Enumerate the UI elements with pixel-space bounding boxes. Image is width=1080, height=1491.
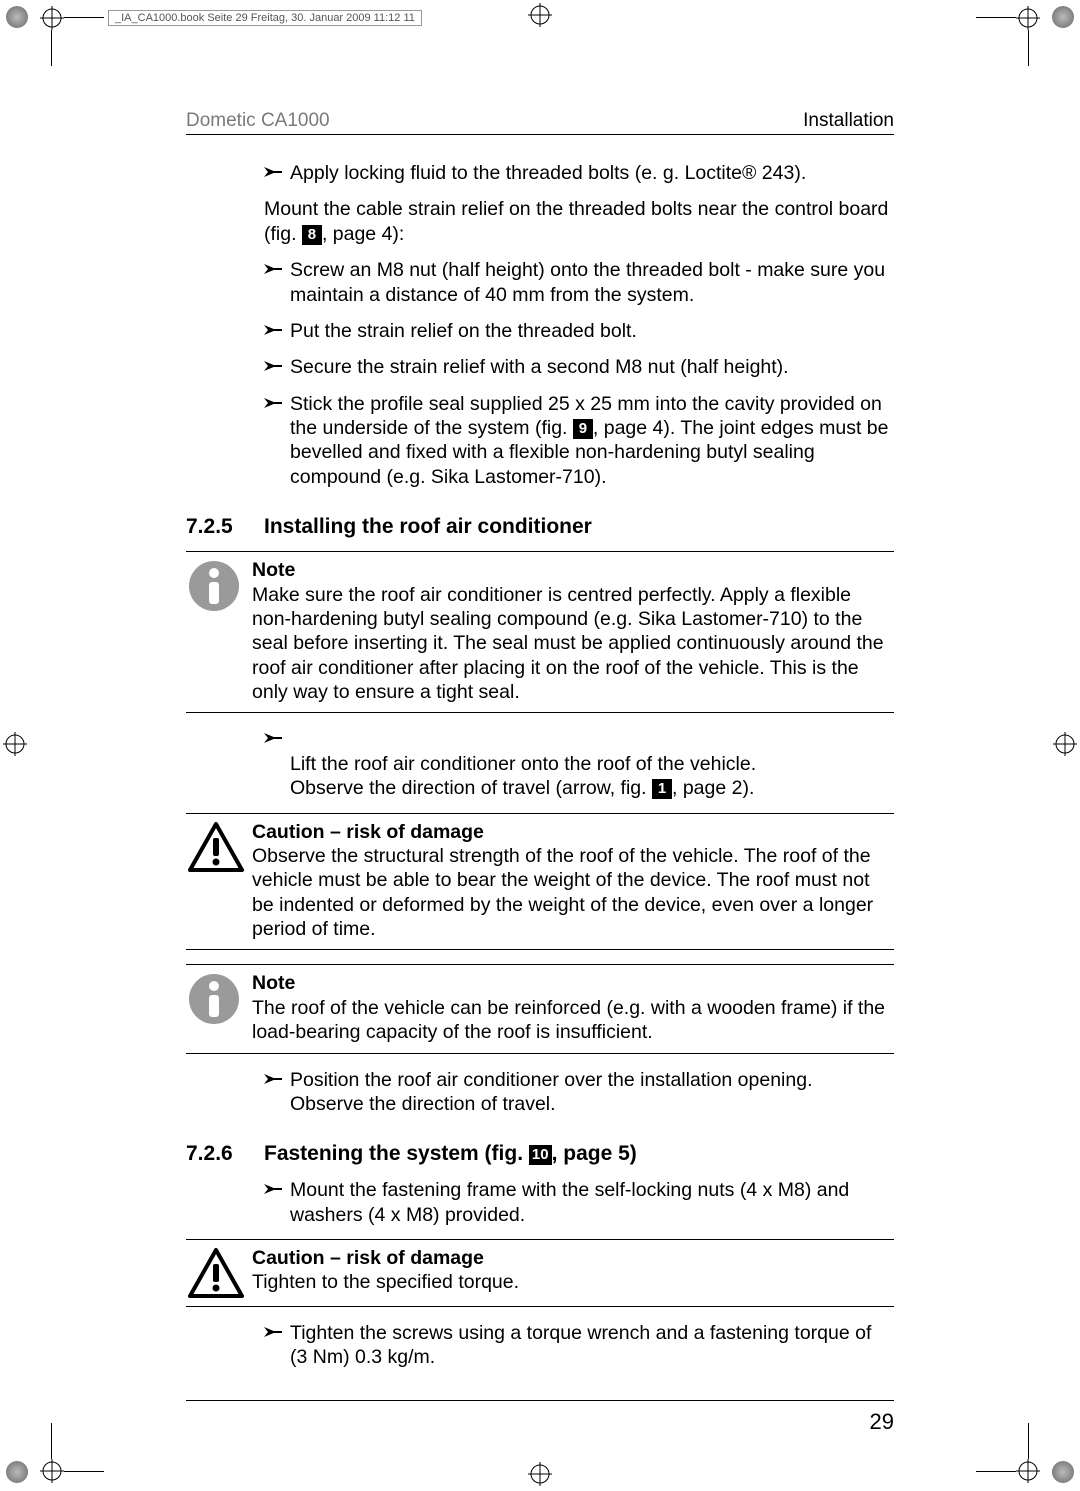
info-icon: [186, 971, 252, 1044]
crop-bar: [51, 30, 52, 66]
footer-rule: [186, 1400, 894, 1401]
reg-right: [1053, 732, 1077, 756]
step-arrow-icon: [264, 392, 290, 490]
caution-text: Tighten to the specified torque.: [252, 1271, 519, 1293]
step-text: Stick the profile seal supplied 25 x 25 …: [290, 392, 894, 490]
step-arrow-icon: [264, 319, 290, 343]
step-item: Mount the fastening frame with the self-…: [264, 1178, 894, 1227]
text: Fastening the system (fig.: [264, 1142, 529, 1165]
book-info: _IA_CA1000.book Seite 29 Freitag, 30. Ja…: [108, 10, 422, 26]
crop-bar: [64, 1471, 104, 1472]
step-item: Position the roof air conditioner over t…: [264, 1068, 894, 1117]
section-number: 7.2.6: [186, 1142, 264, 1166]
caution-block: Caution – risk of damage Observe the str…: [186, 813, 894, 951]
step-item: Stick the profile seal supplied 25 x 25 …: [264, 392, 894, 490]
reg-top: [528, 3, 552, 27]
crop-corner-tr: [1052, 6, 1074, 28]
section-title: Fastening the system (fig. 10, page 5): [264, 1142, 637, 1166]
figure-ref: 10: [529, 1145, 552, 1165]
caution-body: Caution – risk of damage Observe the str…: [252, 820, 894, 942]
step-text: Apply locking fluid to the threaded bolt…: [290, 161, 894, 185]
step-arrow-icon: [264, 1068, 290, 1117]
crop-bar: [976, 1471, 1016, 1472]
figure-ref: 1: [652, 779, 672, 799]
section-heading: 7.2.6 Fastening the system (fig. 10, pag…: [186, 1142, 894, 1166]
page-content: Dometic CA1000 Installation Apply lockin…: [186, 110, 894, 1435]
text: , page 2).: [672, 777, 754, 799]
crop-bar: [976, 17, 1016, 18]
crop-bar: [1028, 1423, 1029, 1459]
warning-icon: [186, 820, 252, 942]
note-body: Note The roof of the vehicle can be rein…: [252, 971, 894, 1044]
running-header: Dometic CA1000 Installation: [186, 110, 894, 135]
note-text: The roof of the vehicle can be reinforce…: [252, 997, 885, 1043]
section-heading: 7.2.5 Installing the roof air conditione…: [186, 515, 894, 539]
step-arrow-icon: [264, 161, 290, 185]
crop-bar: [64, 17, 104, 18]
header-section: Installation: [803, 110, 894, 132]
text: , page 5): [552, 1142, 637, 1165]
step-text: Put the strain relief on the threaded bo…: [290, 319, 894, 343]
figure-ref: 9: [573, 419, 593, 439]
step-text: Tighten the screws using a torque wrench…: [290, 1321, 894, 1370]
warning-icon: [186, 1246, 252, 1298]
crop-corner-tl: [6, 6, 28, 28]
note-body: Note Make sure the roof air conditioner …: [252, 558, 894, 704]
caution-body: Caution – risk of damage Tighten to the …: [252, 1246, 894, 1298]
crop-bar: [1028, 30, 1029, 66]
crop-bar: [51, 1423, 52, 1459]
section-title: Installing the roof air conditioner: [264, 515, 592, 539]
reg-bottom: [528, 1462, 552, 1486]
step-arrow-icon: [264, 258, 290, 307]
caution-heading: Caution – risk of damage: [252, 1247, 484, 1269]
step-arrow-icon: [264, 355, 290, 379]
section-number: 7.2.5: [186, 515, 264, 539]
reg-tr2: [1016, 6, 1040, 30]
caution-block: Caution – risk of damage Tighten to the …: [186, 1239, 894, 1307]
note-text: Make sure the roof air conditioner is ce…: [252, 584, 884, 704]
note-block: Note The roof of the vehicle can be rein…: [186, 964, 894, 1053]
reg-tl2: [40, 6, 64, 30]
step-item: Put the strain relief on the threaded bo…: [264, 319, 894, 343]
caution-heading: Caution – risk of damage: [252, 821, 484, 843]
page-number: 29: [186, 1409, 894, 1435]
note-block: Note Make sure the roof air conditioner …: [186, 551, 894, 713]
step-text: Mount the fastening frame with the self-…: [290, 1178, 894, 1227]
header-product: Dometic CA1000: [186, 110, 330, 132]
reg-bl2: [40, 1459, 64, 1483]
step-text: Screw an M8 nut (half height) onto the t…: [290, 258, 894, 307]
step-text: Lift the roof air conditioner onto the r…: [290, 727, 894, 800]
paragraph: Mount the cable strain relief on the thr…: [264, 197, 894, 246]
text: , page 4):: [322, 223, 404, 245]
step-arrow-icon: [264, 1321, 290, 1370]
step-text: Position the roof air conditioner over t…: [290, 1068, 894, 1117]
figure-ref: 8: [302, 225, 322, 245]
step-item: Screw an M8 nut (half height) onto the t…: [264, 258, 894, 307]
step-arrow-icon: [264, 1178, 290, 1227]
caution-text: Observe the structural strength of the r…: [252, 845, 873, 940]
crop-corner-bl: [6, 1461, 28, 1483]
note-heading: Note: [252, 559, 295, 581]
crop-corner-br: [1052, 1461, 1074, 1483]
reg-left: [3, 732, 27, 756]
step-text: Secure the strain relief with a second M…: [290, 355, 894, 379]
step-arrow-icon: [264, 727, 290, 800]
reg-br2: [1016, 1459, 1040, 1483]
step-item: Secure the strain relief with a second M…: [264, 355, 894, 379]
info-icon: [186, 558, 252, 704]
note-heading: Note: [252, 972, 295, 994]
step-item: Apply locking fluid to the threaded bolt…: [264, 161, 894, 185]
step-item: Tighten the screws using a torque wrench…: [264, 1321, 894, 1370]
step-item: Lift the roof air conditioner onto the r…: [264, 727, 894, 800]
